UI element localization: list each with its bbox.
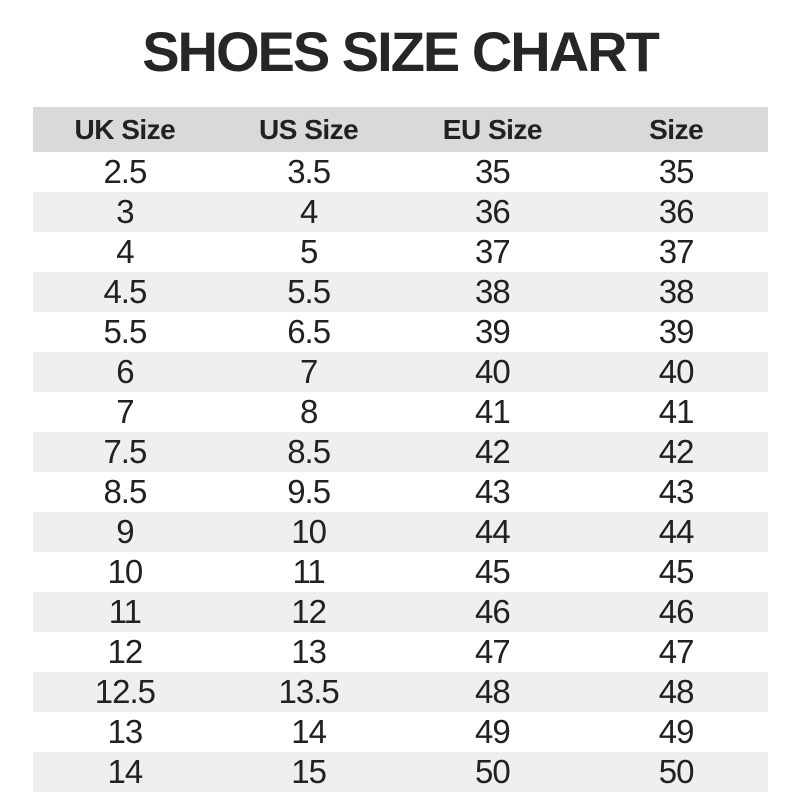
table-cell: 13.5: [278, 673, 340, 710]
table-cell: 4: [299, 193, 318, 230]
table-cell: 44: [658, 513, 695, 550]
table-cell: 42: [475, 433, 511, 470]
page-title: SHOES SIZE CHART: [142, 20, 660, 83]
table-cell: 9.5: [287, 473, 331, 510]
table-cell: 35: [658, 153, 695, 190]
table-body: 2.5 3.5 35 35 3 4 36 36 4 5 37 37 4.5 5.5 38 38 5.5 6.5 39…: [33, 152, 768, 792]
table-cell: 46: [475, 593, 511, 630]
table-cell: 38: [658, 273, 695, 310]
table-cell: 41: [658, 393, 695, 430]
table-header-row: UK Size US Size EU Size Size: [33, 107, 768, 152]
table-cell: 11: [108, 593, 142, 630]
table-cell: 37: [658, 233, 695, 270]
table-cell: 11: [292, 553, 325, 590]
table-cell: 47: [475, 633, 511, 670]
table-row: 3 4 36 36: [33, 192, 768, 232]
table-row: 7 8 41 41: [33, 392, 768, 432]
table-cell: 43: [475, 473, 511, 510]
table-cell: 7: [116, 393, 134, 430]
table-cell: 50: [658, 753, 695, 790]
table-row: 4 5 37 37: [33, 232, 768, 272]
table-cell: 40: [475, 353, 511, 390]
table-cell: 36: [475, 193, 511, 230]
table-cell: 40: [658, 353, 695, 390]
table-cell: 2.5: [103, 153, 147, 190]
table-row: 14 15 50 50: [33, 752, 768, 792]
table-row: 9 10 44 44: [33, 512, 768, 552]
header-cell-us-size: US Size: [259, 113, 359, 145]
table-cell: 3.5: [287, 153, 331, 190]
table-cell: 35: [475, 153, 511, 190]
table-cell: 15: [291, 753, 327, 790]
table-cell: 43: [658, 473, 695, 510]
header-cell-eu-size: EU Size: [442, 113, 543, 145]
table-cell: 13: [107, 713, 144, 750]
table-cell: 5.5: [287, 273, 331, 310]
table-cell: 13: [291, 633, 327, 670]
table-cell: 5: [299, 233, 318, 270]
table-cell: 3: [116, 193, 134, 230]
table-cell: 50: [475, 753, 511, 790]
table-cell: 9: [116, 513, 134, 550]
table-cell: 47: [658, 633, 695, 670]
table-row: 11 12 46 46: [33, 592, 768, 632]
table-row: 2.5 3.5 35 35: [33, 152, 768, 192]
table-cell: 49: [658, 713, 695, 750]
table-cell: 6: [116, 353, 134, 390]
table-row: 12.5 13.5 48 48: [33, 672, 768, 712]
table-row: 4.5 5.5 38 38: [33, 272, 768, 312]
table-row: 5.5 6.5 39 39: [33, 312, 768, 352]
table-row: 13 14 49 49: [33, 712, 768, 752]
table-cell: 6.5: [287, 313, 331, 350]
table-cell: 8.5: [103, 473, 147, 510]
table-cell: 46: [658, 593, 695, 630]
table-cell: 48: [475, 673, 511, 710]
table-cell: 49: [475, 713, 511, 750]
table-cell: 4: [116, 233, 134, 270]
table-cell: 7: [299, 353, 318, 390]
table-cell: 12: [107, 633, 144, 670]
header-cell-size: Size: [649, 113, 704, 145]
table-cell: 45: [475, 553, 511, 590]
table-row: 8.5 9.5 43 43: [33, 472, 768, 512]
table-row: 6 7 40 40: [33, 352, 768, 392]
table-cell: 42: [658, 433, 695, 470]
table-cell: 39: [475, 313, 511, 350]
table-cell: 7.5: [103, 433, 147, 470]
table-cell: 45: [658, 553, 695, 590]
table-cell: 4.5: [103, 273, 147, 310]
table-row: 7.5 8.5 42 42: [33, 432, 768, 472]
table-row: 10 11 45 45: [33, 552, 768, 592]
table-cell: 10: [107, 553, 144, 590]
table-cell: 10: [291, 513, 327, 550]
table-cell: 5.5: [103, 313, 147, 350]
table-cell: 14: [107, 753, 144, 790]
table-cell: 44: [475, 513, 511, 550]
table-cell: 12.5: [94, 673, 156, 710]
table-cell: 38: [475, 273, 511, 310]
header-cell-uk-size: UK Size: [74, 113, 176, 145]
table-cell: 8.5: [287, 433, 331, 470]
table-cell: 14: [291, 713, 327, 750]
size-chart-table: UK Size US Size EU Size Size 2.5 3.5 35 35 3 4 36…: [33, 107, 768, 792]
table-cell: 41: [475, 393, 511, 430]
table-cell: 36: [658, 193, 695, 230]
table-cell: 12: [291, 593, 327, 630]
table-cell: 37: [475, 233, 511, 270]
table-row: 12 13 47 47: [33, 632, 768, 672]
table-cell: 48: [658, 673, 695, 710]
table-cell: 39: [658, 313, 695, 350]
table-cell: 8: [299, 393, 318, 430]
